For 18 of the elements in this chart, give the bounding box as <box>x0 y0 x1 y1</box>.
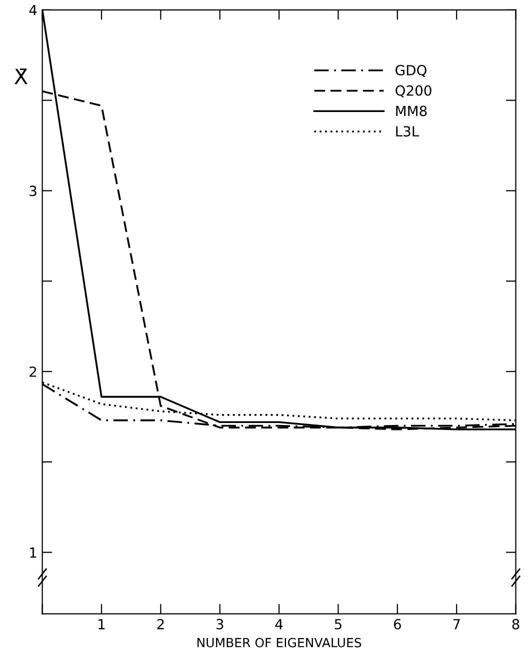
y-tick-label: 4 <box>29 5 37 16</box>
x-tick-label: 1 <box>98 619 105 630</box>
x-tick-label: 3 <box>216 618 224 630</box>
y-tick-label: 1 <box>30 547 36 558</box>
x-tick-label: 6 <box>394 618 401 630</box>
x-tick-label: 5 <box>334 619 342 630</box>
x-tick-label: 4 <box>275 619 283 630</box>
x-tick-label: 2 <box>157 618 164 630</box>
legend-label: GDQ <box>396 64 426 78</box>
x-axis-title: NUMBER OF EIGENVALUES <box>197 638 362 648</box>
legend-label: Q200 <box>396 85 432 98</box>
legend-label: MM8 <box>396 106 427 116</box>
y-axis-title: X̄ <box>14 68 28 84</box>
y-tick-label: 3 <box>30 186 36 196</box>
legend-label: L3L <box>396 126 420 137</box>
x-tick-label: 7 <box>453 619 460 630</box>
y-tick-label: 2 <box>30 366 36 377</box>
x-tick-label: 8 <box>512 618 520 630</box>
